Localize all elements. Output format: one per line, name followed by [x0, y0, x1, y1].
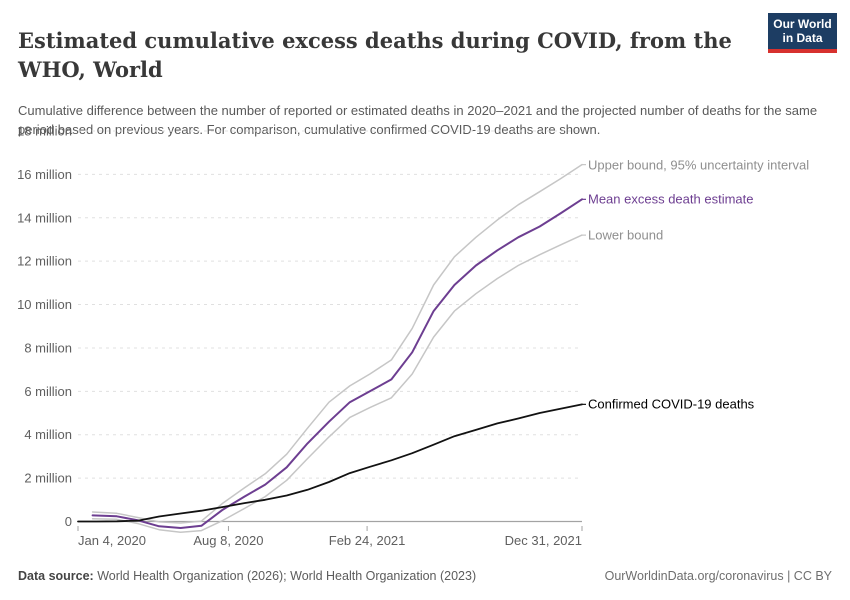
y-tick-label: 8 million: [24, 340, 72, 355]
series-label-lower-bound: Lower bound: [588, 227, 664, 243]
owid-logo: Our World in Data: [768, 13, 837, 53]
y-tick-label: 6 million: [24, 384, 72, 399]
y-tick-label: 4 million: [24, 427, 72, 442]
y-tick-label: 14 million: [17, 210, 72, 225]
owid-logo-line1: Our World: [773, 17, 832, 31]
series-line-0: [91, 163, 583, 524]
series-line-1: [91, 234, 583, 534]
x-tick-label: Feb 24, 2021: [329, 533, 406, 548]
data-source-note: Data source: World Health Organization (…: [18, 569, 476, 583]
y-tick-label: 12 million: [17, 254, 72, 269]
data-source-label: Data source:: [18, 569, 94, 583]
y-tick-label: 16 million: [17, 167, 72, 182]
y-tick-label: 10 million: [17, 297, 72, 312]
data-source-text: World Health Organization (2026); World …: [93, 569, 477, 583]
license-link[interactable]: OurWorldinData.org/coronavirus | CC BY: [604, 569, 832, 583]
series-line-2: [91, 198, 583, 529]
y-tick-label: 2 million: [24, 471, 72, 486]
series-label-confirmed-deaths: Confirmed COVID-19 deaths: [588, 396, 755, 412]
series-label-upper-bound: Upper bound, 95% uncertainty interval: [588, 157, 810, 173]
x-tick-label: Jan 4, 2020: [78, 533, 146, 548]
y-tick-label: 18 million: [17, 124, 72, 139]
series-label-mean-estimate: Mean excess death estimate: [588, 191, 754, 207]
x-tick-label: Aug 8, 2020: [193, 533, 263, 548]
owid-logo-line2: in Data: [782, 31, 823, 45]
chart-footer: Data source: World Health Organization (…: [0, 566, 850, 590]
y-tick-label: 0: [65, 514, 72, 529]
series-line-3: [77, 403, 583, 523]
chart-title: Estimated cumulative excess deaths durin…: [18, 28, 732, 83]
x-tick-label: Dec 31, 2021: [505, 533, 582, 548]
chart-subtitle: Cumulative difference between the number…: [18, 103, 818, 137]
